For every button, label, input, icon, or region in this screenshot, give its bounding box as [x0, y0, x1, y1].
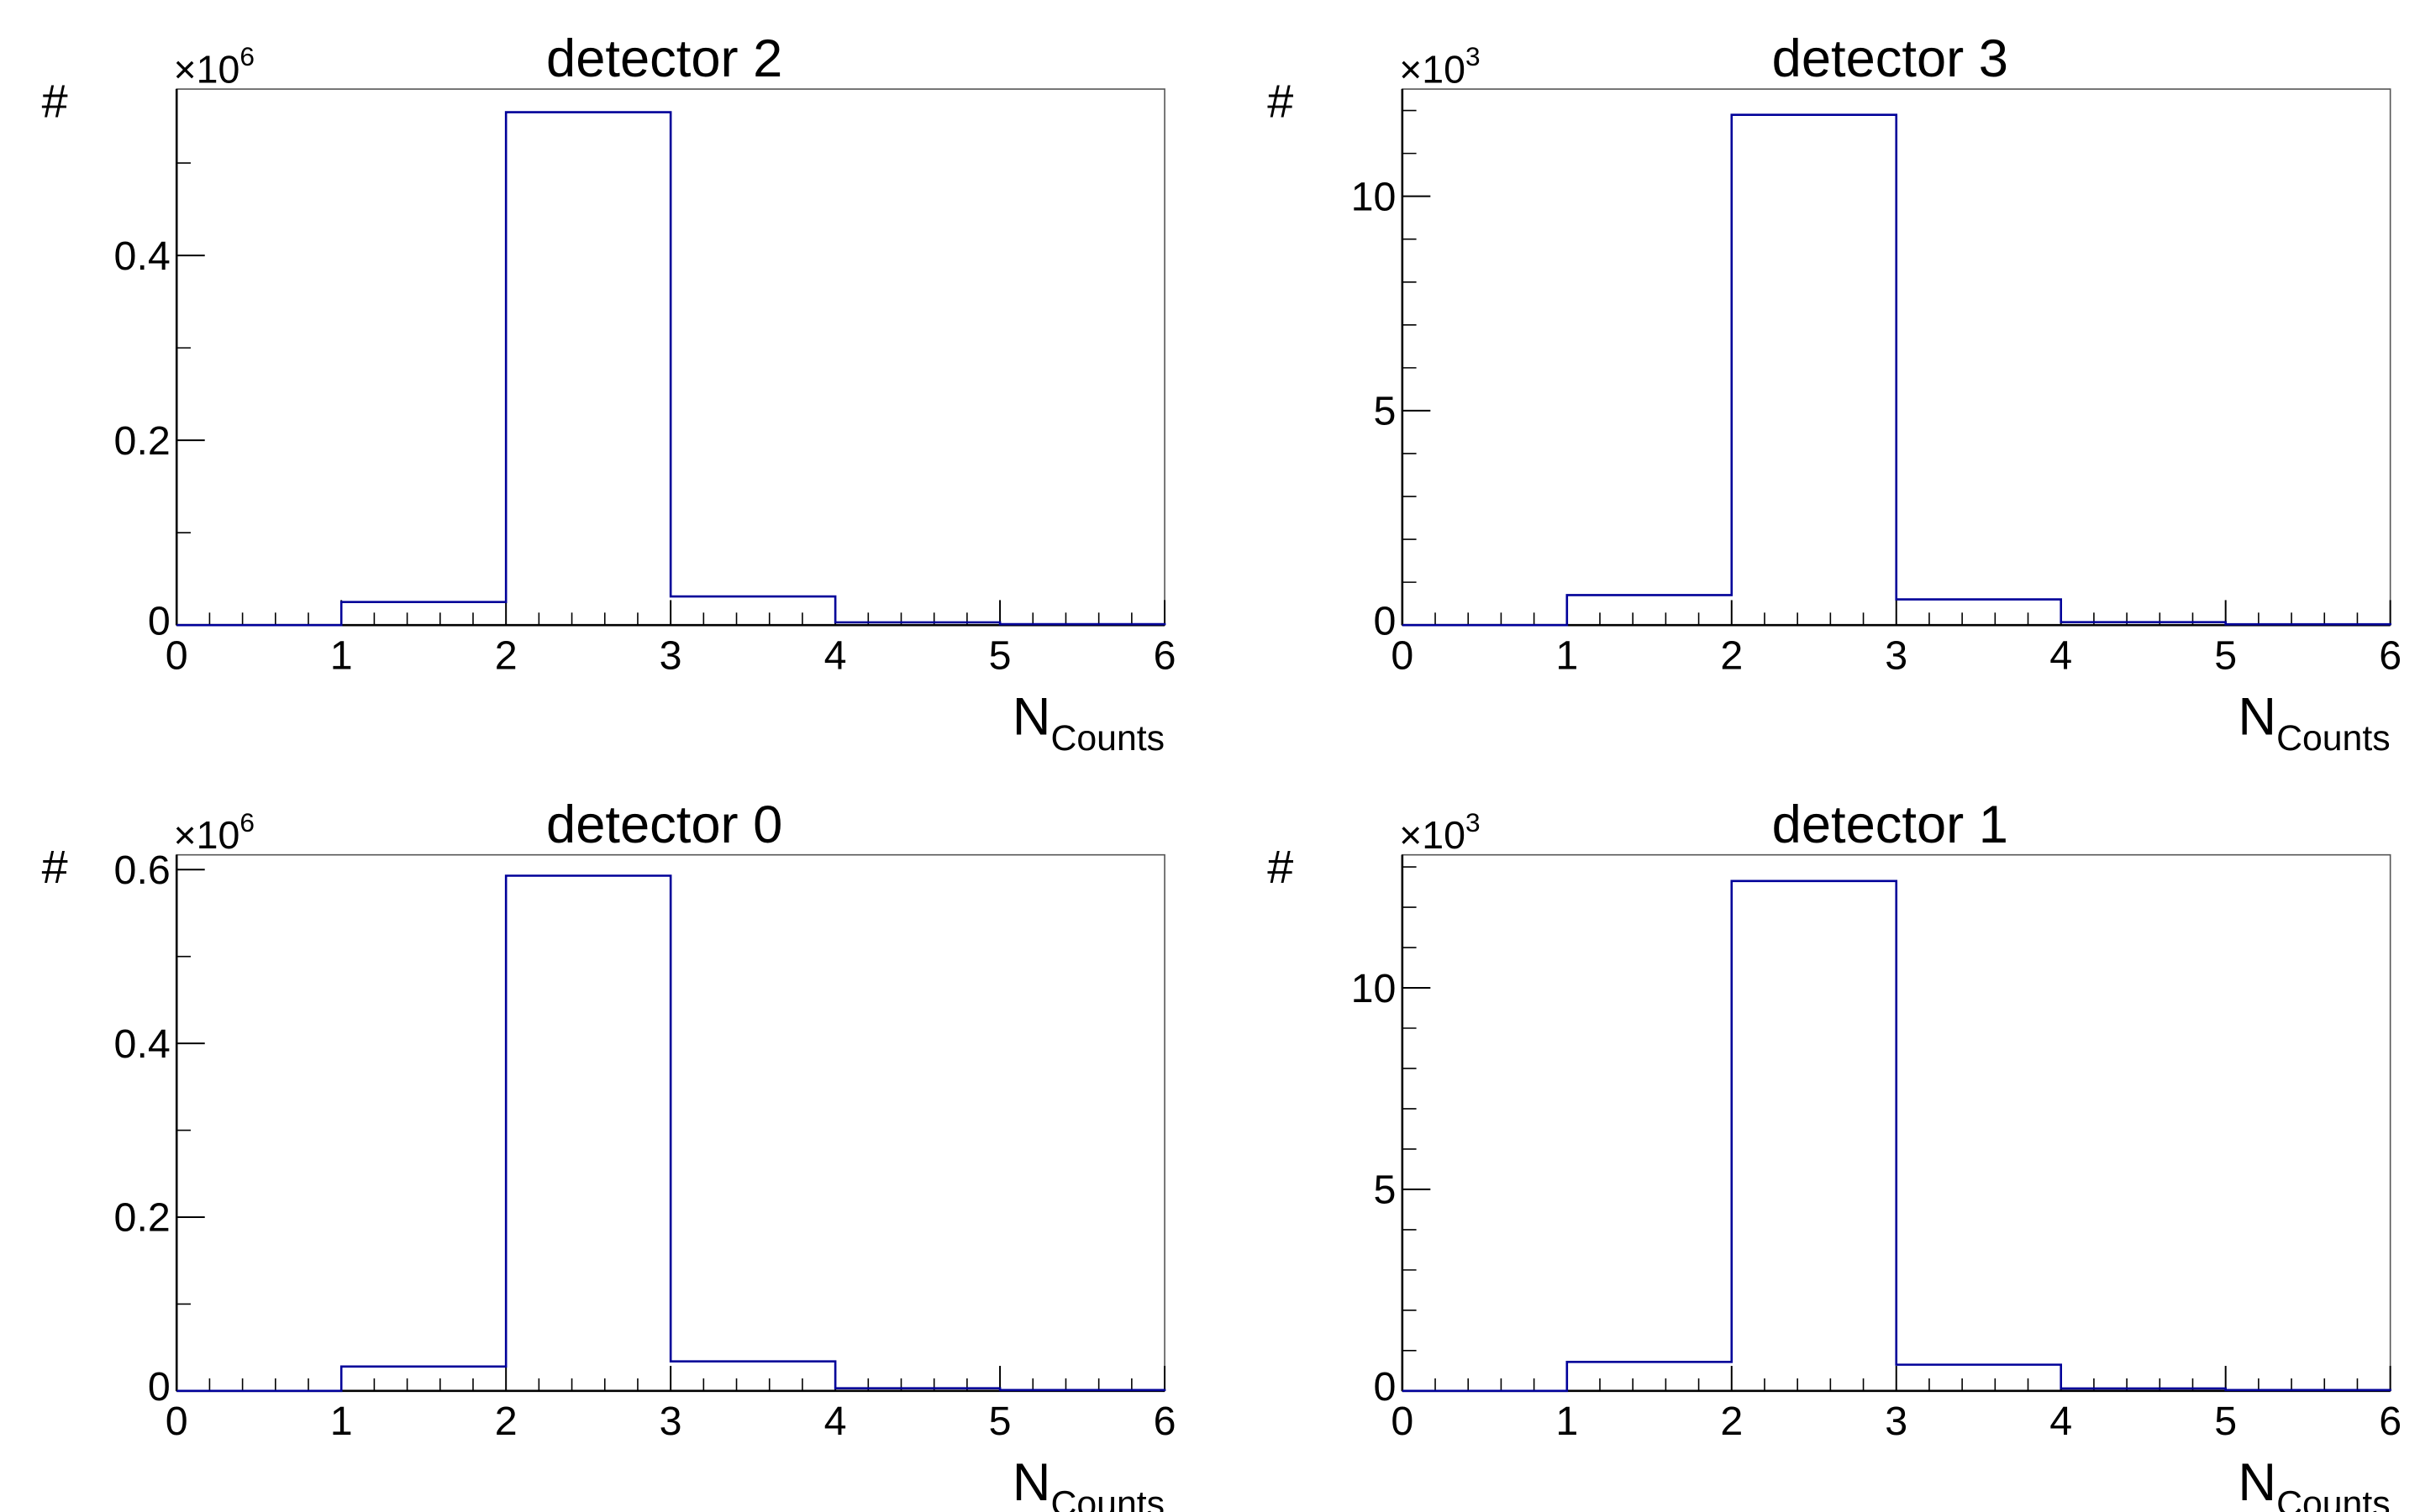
y-tick-label: 0 [148, 1364, 171, 1410]
histogram-bin [341, 1367, 506, 1391]
histogram-bin [1732, 115, 1897, 626]
panel-title: detector 3 [1772, 29, 2008, 88]
x-tick-label: 0 [1391, 1399, 1413, 1444]
x-axis-label-main: N [1013, 1453, 1051, 1512]
panel-title: detector 1 [1772, 795, 2008, 854]
y-tick-label: 0 [1373, 1364, 1396, 1410]
y-tick-label: 0.2 [114, 1195, 171, 1241]
y-tick-label: 10 [1351, 966, 1397, 1011]
x-axis-label: NCounts [1013, 687, 1165, 759]
histogram-bin [1897, 600, 2061, 626]
x-tick-label: 5 [2214, 1399, 2237, 1444]
histogram-bin [506, 113, 671, 626]
x-tick-label: 4 [2049, 633, 2072, 678]
histogram-step-line [1402, 879, 2391, 1393]
histogram-bin [1897, 1365, 2061, 1391]
x-axis-label: NCounts [2238, 687, 2390, 759]
panel-title: detector 0 [546, 795, 782, 854]
x-tick-label: 0 [166, 1399, 188, 1444]
y-exponent-label: ×103 [1399, 807, 1480, 857]
x-tick-label: 4 [824, 1399, 847, 1444]
x-tick-label: 0 [166, 633, 188, 678]
y-exponent-power: 3 [1465, 807, 1481, 837]
x-tick-label: 5 [989, 633, 1012, 678]
x-axis-label: NCounts [1013, 1453, 1165, 1512]
y-exponent-power: 3 [1465, 41, 1481, 71]
y-exponent-label: ×106 [174, 807, 255, 857]
y-axis-label: # [42, 840, 68, 893]
panel-title: detector 2 [546, 29, 782, 88]
x-tick-label: 2 [1720, 633, 1743, 678]
histogram-step-line [176, 874, 1166, 1393]
x-tick-label: 3 [660, 1399, 682, 1444]
x-axis-label-main: N [1013, 687, 1051, 746]
y-exponent-label: ×106 [174, 41, 255, 91]
x-tick-label: 1 [1555, 1399, 1578, 1444]
y-exponent-label: ×103 [1399, 41, 1480, 91]
x-tick-label: 4 [2049, 1399, 2072, 1444]
y-tick-label: 0.4 [114, 234, 171, 279]
histogram-bin [671, 1362, 835, 1391]
y-tick-label: 5 [1373, 1168, 1396, 1213]
x-tick-label: 2 [495, 1399, 518, 1444]
y-axis-label: # [1267, 840, 1293, 893]
x-axis-label-sub: Counts [1050, 1484, 1165, 1512]
x-axis-label-main: N [2238, 1453, 2276, 1512]
x-tick-label: 5 [2214, 633, 2237, 678]
x-tick-label: 1 [330, 1399, 353, 1444]
y-tick-label: 0.6 [114, 848, 171, 893]
x-tick-label: 3 [660, 633, 682, 678]
y-exponent-power: 6 [239, 41, 255, 71]
x-tick-label: 6 [2379, 633, 2402, 678]
x-tick-label: 6 [1154, 633, 1176, 678]
y-axis-label: # [1267, 75, 1293, 128]
x-tick-label: 0 [1391, 633, 1413, 678]
histogram-bin [341, 602, 506, 626]
histogram-bin [506, 875, 671, 1390]
x-axis-label-sub: Counts [1050, 718, 1165, 759]
x-tick-label: 2 [1720, 1399, 1743, 1444]
y-axis-label: # [42, 75, 68, 128]
x-tick-label: 6 [2379, 1399, 2402, 1444]
y-tick-label: 0.4 [114, 1021, 171, 1067]
x-tick-label: 3 [1885, 1399, 1907, 1444]
y-tick-label: 0.2 [114, 418, 171, 464]
x-tick-label: 1 [1555, 633, 1578, 678]
y-exponent-base: ×10 [1399, 48, 1465, 92]
y-tick-label: 0 [148, 598, 171, 643]
x-tick-label: 2 [495, 633, 518, 678]
y-tick-label: 5 [1373, 389, 1396, 434]
x-tick-label: 5 [989, 1399, 1012, 1444]
x-tick-label: 1 [330, 633, 353, 678]
x-tick-label: 4 [824, 633, 847, 678]
x-axis-label-sub: Counts [2276, 1484, 2391, 1512]
x-axis-label: NCounts [2238, 1453, 2390, 1512]
y-exponent-base: ×10 [174, 48, 240, 92]
histogram-bin [1732, 881, 1897, 1391]
y-tick-label: 10 [1351, 174, 1397, 219]
histogram-step-line [176, 111, 1166, 627]
y-tick-label: 0 [1373, 598, 1396, 643]
histogram-bin [1567, 1362, 1732, 1391]
y-exponent-base: ×10 [1399, 813, 1465, 857]
histogram-bin [671, 596, 835, 625]
x-axis-label-main: N [2238, 687, 2276, 746]
histogram-step-line [1402, 113, 2391, 627]
y-exponent-power: 6 [239, 807, 255, 837]
x-tick-label: 6 [1154, 1399, 1176, 1444]
histogram-bin [1567, 595, 1732, 625]
x-axis-label-sub: Counts [2276, 718, 2391, 759]
x-tick-label: 3 [1885, 633, 1907, 678]
y-exponent-base: ×10 [174, 813, 240, 857]
